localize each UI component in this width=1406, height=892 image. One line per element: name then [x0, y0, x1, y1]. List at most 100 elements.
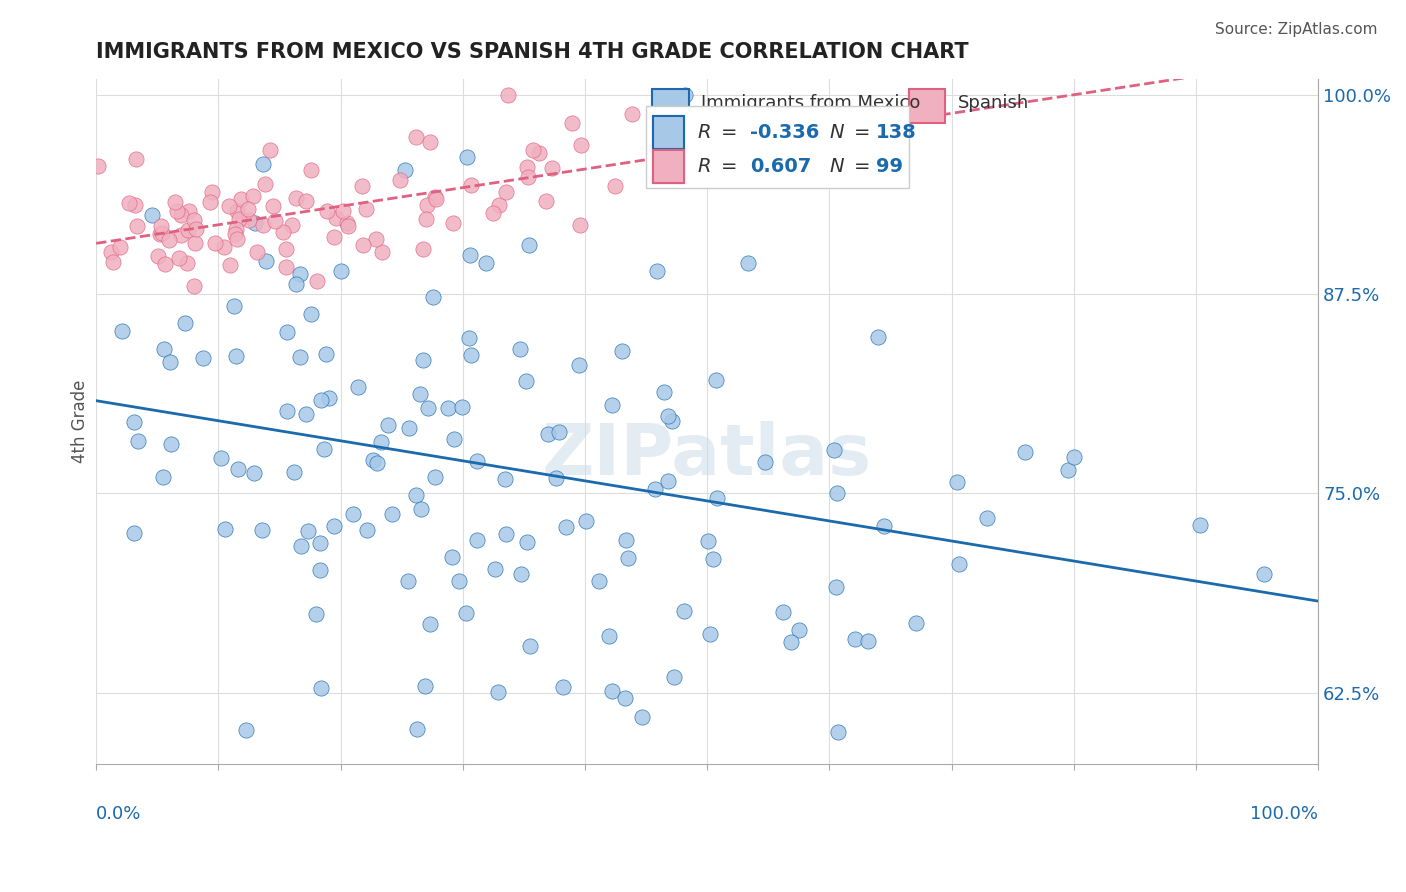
- Point: [787, 623, 810, 637]
- Point: [658, 117, 681, 131]
- Point: [274, 260, 297, 274]
- Point: [696, 533, 718, 548]
- Point: [347, 379, 370, 393]
- Point: [342, 507, 364, 521]
- Point: [544, 470, 567, 484]
- Point: [460, 348, 482, 362]
- Point: [127, 434, 149, 449]
- Point: [323, 229, 346, 244]
- Text: 100.0%: 100.0%: [1250, 805, 1319, 823]
- Point: [948, 557, 970, 571]
- Point: [825, 580, 848, 594]
- Point: [568, 219, 591, 233]
- FancyBboxPatch shape: [654, 150, 683, 183]
- Point: [555, 520, 578, 534]
- Point: [496, 87, 519, 102]
- Text: 99: 99: [876, 157, 903, 176]
- Point: [614, 691, 637, 706]
- Point: [350, 179, 373, 194]
- Point: [548, 425, 571, 439]
- Point: [423, 190, 446, 204]
- Point: [416, 401, 439, 415]
- Point: [780, 635, 803, 649]
- Point: [866, 330, 889, 344]
- Point: [124, 153, 146, 167]
- Point: [264, 213, 287, 227]
- Point: [325, 211, 347, 225]
- Point: [419, 616, 441, 631]
- Point: [184, 222, 207, 236]
- Point: [149, 227, 172, 241]
- Point: [122, 525, 145, 540]
- Point: [163, 194, 186, 209]
- Point: [425, 469, 447, 483]
- Point: [169, 251, 191, 265]
- Point: [305, 274, 328, 288]
- Point: [409, 502, 432, 516]
- Point: [441, 549, 464, 564]
- Point: [356, 524, 378, 538]
- Point: [231, 192, 253, 206]
- Text: $N\ =\ $: $N\ =\ $: [830, 122, 870, 142]
- Point: [754, 454, 776, 468]
- Point: [103, 254, 125, 268]
- Point: [297, 524, 319, 538]
- Point: [214, 522, 236, 536]
- Point: [598, 630, 620, 644]
- FancyBboxPatch shape: [654, 116, 683, 149]
- Point: [1188, 518, 1211, 533]
- Point: [290, 539, 312, 553]
- Point: [117, 196, 139, 211]
- Point: [366, 456, 388, 470]
- Point: [575, 514, 598, 528]
- Point: [336, 219, 359, 233]
- Point: [141, 208, 163, 222]
- Point: [474, 256, 496, 270]
- Point: [456, 150, 478, 164]
- FancyBboxPatch shape: [654, 150, 683, 183]
- Point: [288, 350, 311, 364]
- Point: [904, 615, 927, 630]
- Point: [516, 161, 538, 175]
- Point: [318, 392, 340, 406]
- Text: $R\ =\ $: $R\ =\ $: [697, 157, 737, 176]
- Point: [332, 204, 354, 219]
- Text: ZIPatlas: ZIPatlas: [543, 421, 872, 491]
- Point: [170, 228, 193, 243]
- Point: [309, 392, 332, 407]
- Point: [259, 144, 281, 158]
- Point: [398, 420, 420, 434]
- Point: [283, 465, 305, 479]
- Point: [772, 112, 794, 126]
- Point: [522, 143, 544, 157]
- FancyBboxPatch shape: [654, 116, 683, 149]
- Point: [100, 244, 122, 259]
- Point: [976, 511, 998, 525]
- Point: [166, 204, 188, 219]
- Point: [228, 211, 250, 226]
- Point: [460, 178, 482, 193]
- Point: [200, 185, 222, 199]
- Point: [193, 351, 215, 365]
- Point: [155, 257, 177, 271]
- Point: [661, 414, 683, 428]
- Point: [122, 415, 145, 429]
- Point: [494, 472, 516, 486]
- Point: [456, 606, 478, 620]
- Point: [519, 639, 541, 653]
- Point: [657, 409, 679, 423]
- Point: [243, 216, 266, 230]
- Point: [495, 185, 517, 199]
- Point: [352, 237, 374, 252]
- Point: [673, 604, 696, 618]
- Point: [647, 264, 669, 278]
- Point: [276, 403, 298, 417]
- Point: [252, 157, 274, 171]
- Point: [569, 138, 592, 153]
- Point: [252, 218, 274, 232]
- Text: 0.0%: 0.0%: [96, 805, 142, 823]
- Point: [276, 325, 298, 339]
- Point: [465, 454, 488, 468]
- Point: [869, 152, 891, 166]
- Point: [299, 162, 322, 177]
